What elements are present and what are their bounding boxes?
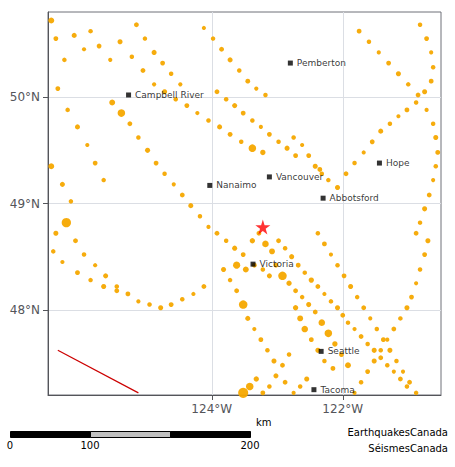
svg-text:0: 0 — [7, 440, 13, 451]
svg-text:Seattle: Seattle — [328, 346, 360, 356]
svg-text:EarthquakesCanada: EarthquakesCanada — [348, 427, 448, 438]
svg-text:km: km — [256, 417, 272, 428]
svg-text:Campbell River: Campbell River — [135, 90, 204, 100]
svg-text:48°N: 48°N — [10, 303, 40, 317]
svg-text:Victoria: Victoria — [260, 259, 294, 269]
svg-text:49°N: 49°N — [10, 197, 40, 211]
svg-text:Tacoma: Tacoma — [319, 385, 354, 395]
svg-text:100: 100 — [80, 440, 99, 451]
svg-text:Abbotsford: Abbotsford — [330, 193, 379, 203]
svg-text:50°N: 50°N — [10, 90, 40, 104]
svg-text:Hope: Hope — [386, 158, 410, 168]
svg-text:Vancouver: Vancouver — [276, 172, 324, 182]
svg-text:200: 200 — [240, 440, 259, 451]
svg-text:Nanaimo: Nanaimo — [216, 180, 257, 190]
svg-text:122°W: 122°W — [322, 402, 363, 416]
svg-text:Pemberton: Pemberton — [297, 58, 346, 68]
svg-text:SéismesCanada: SéismesCanada — [368, 443, 448, 454]
svg-text:124°W: 124°W — [191, 402, 232, 416]
